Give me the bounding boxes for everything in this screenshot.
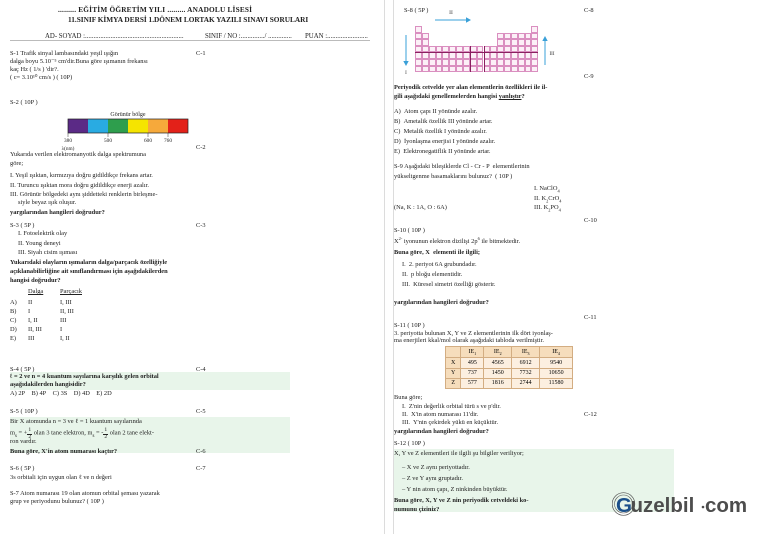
- svg-text:500: 500: [104, 138, 112, 144]
- svg-text:Görünür bölge: Görünür bölge: [110, 112, 145, 118]
- svg-text:III: III: [550, 52, 555, 57]
- svg-text:380: 380: [64, 138, 72, 144]
- svg-text:I: I: [405, 71, 407, 76]
- svg-text:760: 760: [164, 138, 172, 144]
- svg-text:uzelbil: uzelbil: [631, 494, 695, 517]
- svg-text:600: 600: [144, 138, 152, 144]
- svg-text:II: II: [449, 10, 453, 16]
- svg-text:com: com: [705, 494, 747, 517]
